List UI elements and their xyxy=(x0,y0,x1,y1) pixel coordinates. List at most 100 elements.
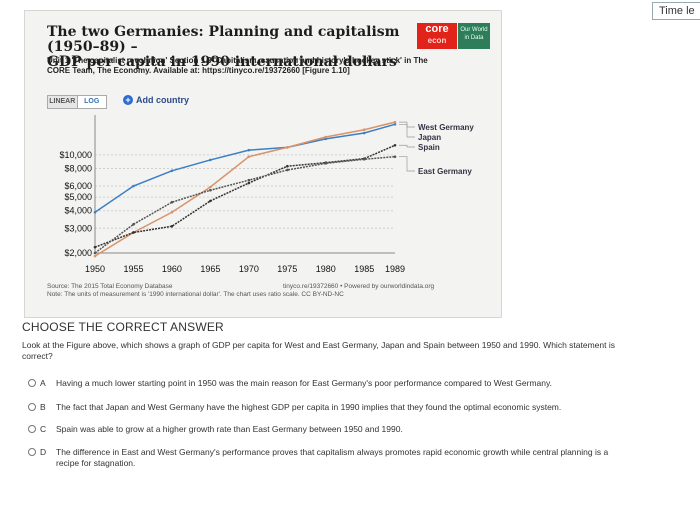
data-point xyxy=(170,210,174,214)
data-point xyxy=(132,223,135,226)
y-tick-label: $2,000 xyxy=(64,248,92,258)
y-tick-label: $4,000 xyxy=(64,206,92,216)
option-letter: B xyxy=(40,402,46,412)
gdp-line-chart: $2,000 $3,000 $4,000 $5,000$6,000 $8,000 $10,… xyxy=(59,115,474,274)
data-point xyxy=(286,146,289,149)
data-point xyxy=(209,185,212,189)
x-tick-label: 1989 xyxy=(385,264,405,274)
add-country-label: Add country xyxy=(136,95,189,105)
gridlines xyxy=(94,115,395,254)
option-b[interactable]: B The fact that Japan and West Germany h… xyxy=(28,402,698,413)
data-point xyxy=(324,135,328,139)
figure-subtitle: Unit 1 'The capitalist revolution' Secti… xyxy=(47,56,447,76)
our-world-in-data-logo: Our World in Data xyxy=(458,23,490,49)
x-tick-label: 1950 xyxy=(85,264,105,274)
option-letter: A xyxy=(40,378,46,388)
option-letter: D xyxy=(40,447,47,457)
option-a[interactable]: A Having a much lower starting point in … xyxy=(28,378,698,389)
radio-c[interactable] xyxy=(28,425,36,433)
legend-label: West Germany xyxy=(418,123,474,132)
data-point xyxy=(247,181,251,185)
data-point xyxy=(93,254,97,258)
figure-subtitle-line1: Unit 1 'The capitalist revolution' Secti… xyxy=(47,56,428,65)
legend-label: East Germany xyxy=(418,167,472,176)
core-logo-top: core xyxy=(425,23,449,35)
data-point xyxy=(170,169,174,173)
core-logo-bottom: econ xyxy=(427,36,447,45)
figure-title: The two Germanies: Planning and capitali… xyxy=(47,25,407,70)
figure-title-line1: The two Germanies: Planning and capitali… xyxy=(47,24,400,55)
x-tick-label: 1980 xyxy=(316,264,336,274)
figure-note: Note: The units of measurement is '1990 … xyxy=(47,291,344,298)
data-point xyxy=(247,148,251,152)
x-tick-label: 1960 xyxy=(162,264,182,274)
data-point xyxy=(324,137,328,141)
data-point xyxy=(93,210,97,214)
data-point xyxy=(132,184,135,188)
log-scale-button[interactable]: LOG xyxy=(76,96,107,108)
data-point xyxy=(393,155,397,159)
y-tick-label: $10,000 xyxy=(59,150,92,160)
figure-card: The two Germanies: Planning and capitali… xyxy=(24,10,502,318)
data-point xyxy=(362,128,366,132)
data-point xyxy=(362,157,366,161)
x-tick-label: 1970 xyxy=(239,264,259,274)
series-lines xyxy=(93,120,397,258)
data-point xyxy=(362,131,366,135)
option-text: Spain was able to grow at a higher growt… xyxy=(56,424,403,434)
plus-icon: + xyxy=(123,95,133,105)
x-tick-label: 1955 xyxy=(123,264,143,274)
data-point xyxy=(132,231,135,234)
series-line xyxy=(94,121,396,257)
y-tick-label: $5,000 xyxy=(64,192,92,202)
data-point xyxy=(324,162,328,165)
data-point xyxy=(393,123,397,126)
question-text-line2: correct? xyxy=(22,351,53,361)
y-tick-label: $8,000 xyxy=(64,163,92,173)
x-tick-label: 1975 xyxy=(277,264,297,274)
x-tick-label: 1985 xyxy=(354,264,374,274)
data-point xyxy=(93,251,97,255)
data-point xyxy=(247,178,251,182)
x-axis-ticks: 1950 1955 1960 1965 1970 1975 1980 1985 1989 xyxy=(85,264,405,274)
add-country-button[interactable]: + Add country xyxy=(123,95,189,105)
question-text: Look at the Figure above, which shows a … xyxy=(22,340,700,362)
legend-connector xyxy=(399,121,415,138)
core-econ-logo: core econ xyxy=(417,23,457,49)
question-heading: CHOOSE THE CORRECT ANSWER xyxy=(22,320,224,334)
figure-subtitle-line2: CORE Team, The Economy. Available at: ht… xyxy=(47,66,350,75)
radio-b[interactable] xyxy=(28,403,36,411)
data-point xyxy=(247,155,251,159)
scale-toggle: LINEAR LOG xyxy=(47,95,107,109)
data-point xyxy=(209,188,212,192)
data-point xyxy=(393,120,397,124)
figure-source: Source: The 2015 Total Economy Database xyxy=(47,283,173,290)
linear-scale-button[interactable]: LINEAR xyxy=(48,96,77,108)
radio-a[interactable] xyxy=(28,379,36,387)
data-point xyxy=(209,158,212,162)
option-text: The difference in East and West Germany'… xyxy=(56,447,609,468)
figure-title-line2: GDP per capita in 1990 international dol… xyxy=(47,54,397,70)
data-point xyxy=(393,143,397,147)
radio-d[interactable] xyxy=(28,448,36,456)
legend-label: Spain xyxy=(418,143,440,152)
option-d[interactable]: D The difference in East and West German… xyxy=(28,447,698,469)
x-tick-label: 1965 xyxy=(200,264,220,274)
data-point xyxy=(209,199,212,203)
question-text-line1: Look at the Figure above, which shows a … xyxy=(22,340,615,350)
option-c[interactable]: C Spain was able to grow at a higher gro… xyxy=(28,424,698,435)
timer-chip: Time le xyxy=(652,2,700,20)
legend-label: Japan xyxy=(418,133,441,142)
option-letter: C xyxy=(40,424,47,434)
figure-link[interactable]: tinyco.re/19372660 • Powered by ourworld… xyxy=(283,283,435,290)
data-point xyxy=(93,245,97,249)
series-line xyxy=(94,155,396,254)
data-point xyxy=(170,200,174,204)
data-point xyxy=(286,168,289,172)
legend-connector xyxy=(399,156,415,172)
y-tick-label: $6,000 xyxy=(64,181,92,191)
y-tick-label: $3,000 xyxy=(64,223,92,233)
option-text: The fact that Japan and West Germany hav… xyxy=(56,402,562,412)
option-text: Having a much lower starting point in 19… xyxy=(56,378,552,388)
